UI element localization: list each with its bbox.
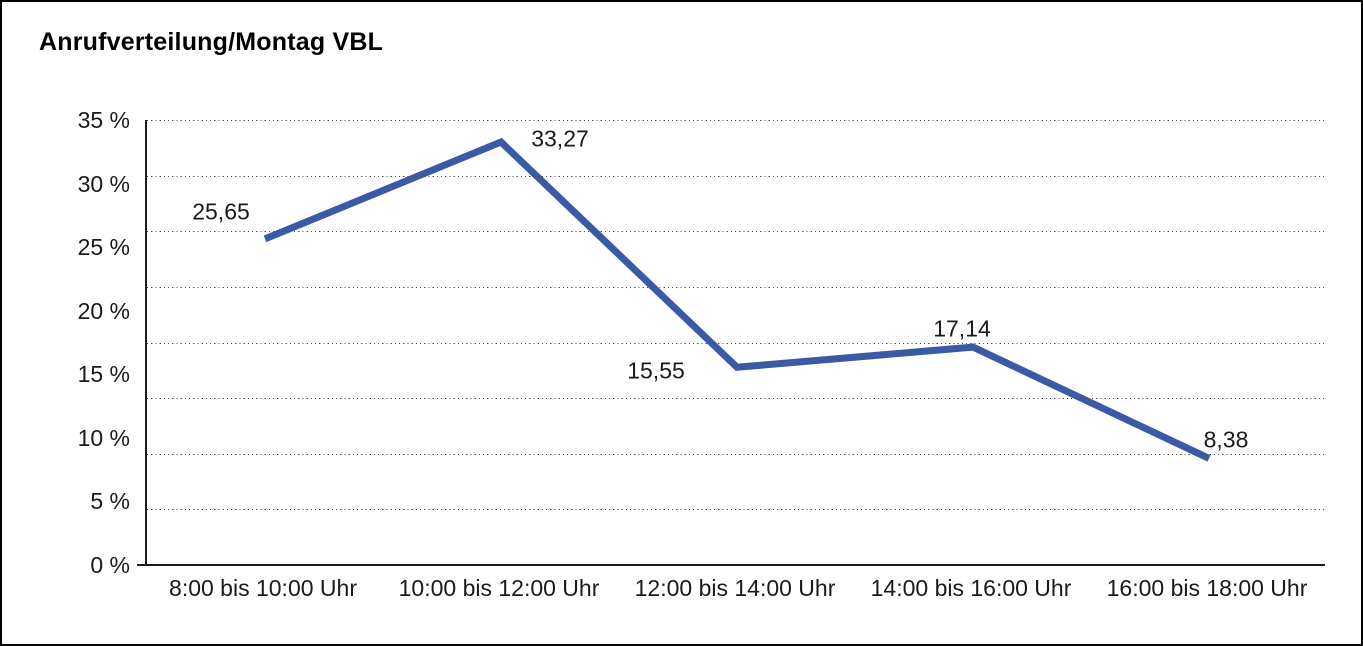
y-axis-tick-label: 20 % xyxy=(77,297,130,324)
x-axis-line xyxy=(137,564,1325,566)
gridline xyxy=(147,231,1327,233)
x-axis-tick-label: 14:00 bis 16:00 Uhr xyxy=(870,575,1072,601)
y-axis-tick-label: 35 % xyxy=(77,107,130,133)
gridline xyxy=(147,398,1327,400)
data-point-label: 33,27 xyxy=(531,125,589,152)
data-line xyxy=(263,137,1211,462)
gridline xyxy=(147,286,1327,288)
x-axis-tick-label: 12:00 bis 14:00 Uhr xyxy=(634,575,836,601)
data-point-label: 25,65 xyxy=(192,198,250,225)
y-axis-tick-label: 30 % xyxy=(77,170,130,197)
data-point-label: 15,55 xyxy=(627,357,685,384)
x-axis-tick-label: 10:00 bis 12:00 Uhr xyxy=(398,575,600,601)
gridline xyxy=(147,175,1327,177)
gridline xyxy=(147,453,1327,455)
data-point-label: 17,14 xyxy=(933,315,991,342)
x-axis-tick-label: 8:00 bis 10:00 Uhr xyxy=(169,575,357,601)
data-point-label: 8,38 xyxy=(1203,426,1249,453)
y-axis-tick-label: 0 % xyxy=(90,552,130,578)
chart-title: Anrufverteilung/Montag VBL xyxy=(39,28,384,56)
y-axis-tick-label: 15 % xyxy=(77,361,130,388)
gridline xyxy=(147,342,1327,344)
x-axis-tick-label: 16:00 bis 18:00 Uhr xyxy=(1106,575,1308,601)
y-axis-tick-label: 25 % xyxy=(77,234,130,261)
line-chart-svg xyxy=(263,137,1211,462)
gridline xyxy=(147,509,1327,511)
y-axis-tick-label: 10 % xyxy=(77,424,130,451)
y-axis-tick-label: 5 % xyxy=(90,488,130,515)
plot-area: 25,65 33,27 15,55 17,14 8,38 xyxy=(145,120,1327,565)
gridline xyxy=(147,120,1327,121)
